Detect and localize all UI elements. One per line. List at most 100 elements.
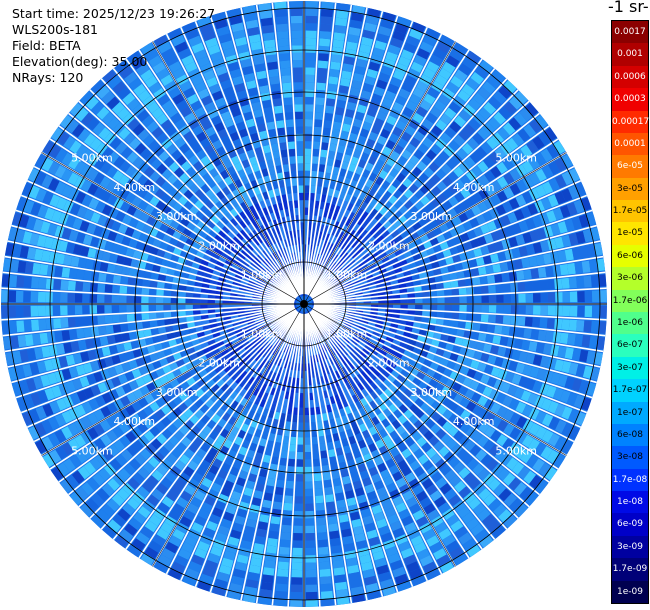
range-gate <box>369 372 377 381</box>
range-gate <box>259 10 273 19</box>
range-gate <box>308 222 312 230</box>
range-gate <box>127 322 136 331</box>
range-gate <box>532 380 543 393</box>
range-gate <box>260 92 271 102</box>
range-gate <box>554 236 564 249</box>
range-gate <box>450 320 459 328</box>
range-gate <box>437 304 445 311</box>
range-gate <box>435 318 444 326</box>
range-gate <box>295 111 303 120</box>
range-gate <box>482 81 496 95</box>
range-gate <box>238 547 251 557</box>
range-gate <box>334 394 341 403</box>
range-gate <box>451 443 463 455</box>
range-gate <box>274 8 288 18</box>
range-gate <box>438 68 452 80</box>
range-gate <box>255 483 265 492</box>
range-gate <box>415 304 423 310</box>
range-gate <box>406 35 420 47</box>
range-gate <box>225 543 238 554</box>
range-gate <box>500 453 513 466</box>
range-gate <box>383 260 392 268</box>
range-gate <box>488 295 497 303</box>
range-gate <box>498 106 512 120</box>
range-gate <box>324 486 333 496</box>
range-gate <box>410 535 424 547</box>
range-gate <box>442 409 453 420</box>
range-gate <box>305 1 318 9</box>
range-gate <box>294 496 303 504</box>
range-gate <box>326 157 334 167</box>
range-gate <box>353 72 364 83</box>
range-gate <box>309 392 314 401</box>
range-gate <box>502 157 514 170</box>
range-gate <box>569 291 578 303</box>
range-gate <box>590 320 600 334</box>
range-gate <box>436 204 447 215</box>
range-gate <box>508 117 522 131</box>
range-gate <box>126 286 135 294</box>
range-gate <box>292 185 298 194</box>
range-gate <box>348 271 356 278</box>
range-gate <box>290 15 303 24</box>
range-gate <box>329 380 336 389</box>
range-gate <box>554 318 563 330</box>
range-gate <box>305 459 312 467</box>
range-gate <box>340 216 348 225</box>
range-gate <box>547 305 556 316</box>
range-gate <box>443 319 452 327</box>
range-label: 1.00km <box>241 269 283 282</box>
range-gate <box>454 418 465 429</box>
range-gate <box>270 355 277 364</box>
range-gate <box>412 377 422 386</box>
range-gate <box>573 394 585 409</box>
range-gate <box>267 370 274 379</box>
range-gate <box>441 326 451 334</box>
range-gate <box>299 400 304 408</box>
range-gate <box>397 240 407 248</box>
range-gate <box>470 523 484 537</box>
range-gate <box>409 155 420 166</box>
range-gate <box>68 329 78 340</box>
range-gate <box>290 8 303 17</box>
range-gate <box>355 111 365 121</box>
range-gate <box>297 437 304 445</box>
range-gate <box>528 172 541 186</box>
range-gate <box>305 89 314 98</box>
range-gate <box>519 486 533 501</box>
range-gate <box>403 388 413 398</box>
range-gate <box>337 257 344 265</box>
range-gate <box>366 138 376 148</box>
range-gate <box>385 458 396 469</box>
range-gate <box>514 503 528 517</box>
range-gate <box>405 125 416 136</box>
range-gate <box>511 133 525 147</box>
range-gate <box>407 293 416 298</box>
range-gate <box>268 470 277 480</box>
range-gate <box>341 275 350 282</box>
range-gate <box>368 285 377 290</box>
range-gate <box>323 351 328 360</box>
range-gate <box>267 61 278 71</box>
colorbar-cell: 1.7e-06 <box>612 289 648 312</box>
range-gate <box>334 159 342 168</box>
range-gate <box>394 351 403 359</box>
range-gate <box>407 241 416 250</box>
range-gate <box>508 398 520 411</box>
range-gate <box>403 409 414 419</box>
range-gate <box>163 297 171 304</box>
range-gate <box>323 479 332 488</box>
range-gate <box>292 555 303 563</box>
range-gate <box>314 112 323 120</box>
range-gate <box>320 23 332 32</box>
range-gate <box>390 370 400 379</box>
range-gate <box>343 390 351 399</box>
range-gate <box>351 359 359 368</box>
range-gate <box>305 466 312 475</box>
range-gate <box>304 452 312 460</box>
range-gate <box>362 429 371 439</box>
range-gate <box>304 393 309 401</box>
range-gate <box>332 274 339 281</box>
range-gate <box>354 532 366 543</box>
range-gate <box>390 37 403 49</box>
